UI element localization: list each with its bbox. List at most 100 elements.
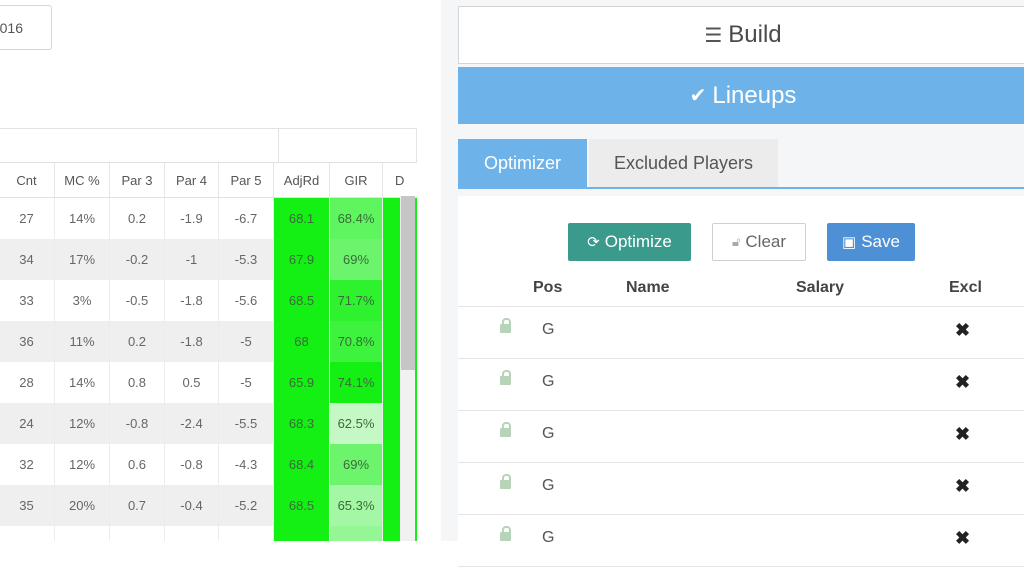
- cell-par3: 0.7: [109, 485, 165, 526]
- cell-gir: 68.4%: [329, 197, 383, 239]
- cell-par4: -1: [164, 239, 219, 280]
- table-row[interactable]: 33 3% -0.5 -1.8 -5.6 68.5 71.7%: [0, 280, 417, 321]
- lock-icon[interactable]: [500, 370, 511, 385]
- cell-par3: 0.2: [109, 321, 165, 362]
- lineup-row[interactable]: G ✖: [458, 411, 1024, 463]
- cell-par5: -5.2: [218, 485, 274, 526]
- cell-gir: 74.1%: [329, 362, 383, 403]
- unlock-icon: 🔓︎: [731, 234, 741, 249]
- cell-par4: -1.8: [164, 321, 219, 362]
- cell-gir: 69%: [329, 239, 383, 280]
- table-row[interactable]: 32 12% 0.6 -0.8 -4.3 68.4 69%: [0, 444, 417, 485]
- build-label: Build: [728, 21, 782, 48]
- lock-icon[interactable]: [500, 474, 511, 489]
- table-row[interactable]: 28 14% 0.8 0.5 -5 65.9 74.1%: [0, 362, 417, 403]
- cell-cnt: 24: [0, 403, 55, 444]
- cell-gir: 66.3%: [329, 526, 383, 541]
- col-header-cnt[interactable]: Cnt: [0, 162, 55, 198]
- table-row[interactable]: 34 17% -0.2 -1 -5.3 67.9 69%: [0, 239, 417, 280]
- build-button[interactable]: ☰ Build: [458, 6, 1024, 64]
- cell-adjrd: 68.5: [273, 280, 330, 321]
- lineup-builder-panel: ☰ Build ✔ Lineups Optimizer Excluded Pla…: [441, 0, 1024, 567]
- cell-par3: 0.6: [109, 444, 165, 485]
- column-group-header: [0, 128, 417, 163]
- exclude-icon[interactable]: ✖: [955, 372, 971, 392]
- cell-par4: -0.8: [164, 444, 219, 485]
- col-header-par5[interactable]: Par 5: [218, 162, 274, 198]
- col-header-adjrd[interactable]: AdjRd: [273, 162, 330, 198]
- col-header-d[interactable]: D: [382, 162, 417, 198]
- save-button[interactable]: ▣ Save: [827, 223, 915, 261]
- col-header-name: Name: [626, 279, 670, 296]
- cell-mc-pct: 20%: [54, 485, 110, 526]
- lineups-button[interactable]: ✔ Lineups: [458, 67, 1024, 124]
- cell-par4: -2.4: [164, 403, 219, 444]
- lock-icon[interactable]: [500, 422, 511, 437]
- cell-par5: -5.6: [218, 280, 274, 321]
- col-header-mc[interactable]: MC %: [54, 162, 110, 198]
- cell-par5: -5.5: [218, 403, 274, 444]
- save-label: Save: [861, 232, 900, 251]
- exclude-icon[interactable]: ✖: [955, 528, 971, 548]
- table-row[interactable]: 24 12% -0.8 -2.4 -5.5 68.3 62.5%: [0, 403, 417, 444]
- lineup-row[interactable]: G ✖: [458, 463, 1024, 515]
- optimize-label: Optimize: [604, 232, 672, 251]
- cell-cnt: 35: [0, 485, 55, 526]
- optimize-button[interactable]: ⟳ Optimize: [568, 223, 691, 261]
- table-row[interactable]: 35 20% 0.7 -0.4 -5.2 68.5 65.3%: [0, 485, 417, 526]
- cell-par4: -0.4: [164, 485, 219, 526]
- lineups-label: Lineups: [712, 81, 797, 109]
- cell-par5: -4.3: [218, 444, 274, 485]
- refresh-icon: ⟳: [587, 234, 600, 251]
- cell-adjrd: 65.9: [273, 362, 330, 403]
- col-header-par3[interactable]: Par 3: [109, 162, 165, 198]
- season-select-value: 016: [0, 19, 23, 36]
- cell-gir: 70.8%: [329, 321, 383, 362]
- cell-mc-pct: 14%: [54, 362, 110, 403]
- cell-par5: -5.3: [218, 239, 274, 280]
- cell-adjrd: 68.5: [273, 485, 330, 526]
- col-header-excl: Excl: [949, 279, 982, 296]
- cell-par3: 0.8: [109, 362, 165, 403]
- tab-optimizer[interactable]: Optimizer: [458, 139, 587, 187]
- cell-par5: -5: [218, 362, 274, 403]
- lineup-row[interactable]: G ✖: [458, 307, 1024, 359]
- clear-button[interactable]: 🔓︎ Clear: [712, 223, 806, 261]
- lock-icon[interactable]: [500, 318, 511, 333]
- col-header-gir[interactable]: GIR: [329, 162, 383, 198]
- lineup-pos: G: [542, 477, 555, 494]
- cell-gir: 69%: [329, 444, 383, 485]
- lock-icon[interactable]: [500, 526, 511, 541]
- tab-optimizer-label: Optimizer: [483, 152, 561, 173]
- season-select[interactable]: 016: [0, 5, 52, 50]
- cell-par5: -4.3: [218, 526, 274, 541]
- cell-adjrd: 69: [273, 526, 330, 541]
- lineup-row[interactable]: G ✖: [458, 359, 1024, 411]
- lineup-pos: G: [542, 373, 555, 390]
- col-header-par4[interactable]: Par 4: [164, 162, 219, 198]
- tab-excluded-players[interactable]: Excluded Players: [589, 139, 778, 187]
- table-row[interactable]: 3215%0.50.1-4.36966.3%: [0, 526, 417, 541]
- cell-cnt: 32: [0, 444, 55, 485]
- exclude-icon[interactable]: ✖: [955, 424, 971, 444]
- lineup-tabs: Optimizer Excluded Players: [458, 139, 1024, 189]
- lineup-pos: G: [542, 425, 555, 442]
- cell-par3: -0.2: [109, 239, 165, 280]
- lineup-pos: G: [542, 321, 555, 338]
- exclude-icon[interactable]: ✖: [955, 476, 971, 496]
- cell-par4: -1.9: [164, 197, 219, 239]
- cell-mc-pct: 11%: [54, 321, 110, 362]
- table-row[interactable]: 36 11% 0.2 -1.8 -5 68 70.8%: [0, 321, 417, 362]
- cell-gir: 62.5%: [329, 403, 383, 444]
- exclude-icon[interactable]: ✖: [955, 320, 971, 340]
- cell-par3: -0.8: [109, 403, 165, 444]
- lineup-table-header: Pos Name Salary Excl: [458, 274, 1024, 307]
- cell-cnt: 33: [0, 280, 55, 321]
- cell-adjrd: 68.1: [273, 197, 330, 239]
- cell-gir: 65.3%: [329, 485, 383, 526]
- cell-adjrd: 68.3: [273, 403, 330, 444]
- table-row[interactable]: 27 14% 0.2 -1.9 -6.7 68.1 68.4%: [0, 197, 417, 239]
- lineup-row[interactable]: G ✖: [458, 515, 1024, 567]
- cell-mc-pct: 12%: [54, 444, 110, 485]
- table-scrollbar-thumb[interactable]: [401, 196, 415, 370]
